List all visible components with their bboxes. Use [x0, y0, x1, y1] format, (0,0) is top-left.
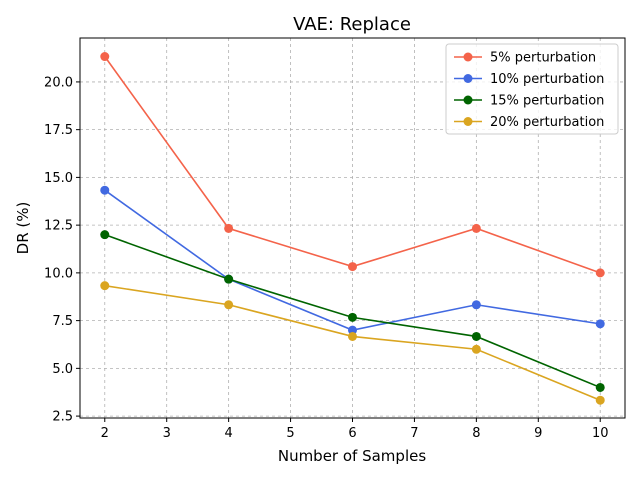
legend-label: 5% perturbation	[490, 51, 596, 66]
axis-ticks: 2 3 4 5 6 7 8 9 10 2.5 5.0 7.5 10.0 12.5 15.0 17.5 20.0	[44, 75, 608, 441]
y-tick-label: 2.5	[52, 410, 73, 425]
data-point	[595, 395, 605, 405]
data-point	[471, 223, 481, 233]
series-4	[100, 281, 605, 405]
y-tick-label: 15.0	[44, 171, 73, 186]
y-tick-label: 10.0	[44, 266, 73, 281]
data-point	[100, 230, 110, 240]
legend-label: 10% perturbation	[490, 72, 604, 87]
legend-marker	[463, 117, 473, 126]
legend: 5% perturbation 10% perturbation 15% pertu…	[445, 43, 619, 135]
data-point	[595, 319, 605, 329]
legend-box	[445, 43, 619, 135]
data-point	[100, 185, 110, 195]
x-tick-label: 4	[224, 426, 232, 441]
x-tick-label: 5	[286, 426, 294, 441]
data-point	[348, 331, 357, 341]
y-tick-label: 7.5	[52, 314, 73, 329]
data-point	[348, 312, 357, 322]
x-tick-label: 3	[163, 426, 171, 441]
x-tick-label: 10	[592, 426, 609, 441]
data-point	[471, 300, 481, 310]
legend-entry: 15% perturbation	[454, 94, 604, 109]
series-1	[100, 52, 605, 278]
data-point	[348, 325, 357, 335]
y-tick-label: 5.0	[52, 362, 73, 377]
legend-entry: 5% perturbation	[454, 51, 596, 66]
data-point	[471, 331, 481, 341]
x-tick-label: 8	[472, 426, 480, 441]
data-point	[595, 268, 605, 278]
grid	[80, 38, 625, 418]
series-2	[100, 185, 605, 335]
legend-marker	[463, 74, 473, 83]
x-tick-label: 6	[348, 426, 356, 441]
data-point	[224, 223, 234, 233]
series-layer	[100, 52, 605, 405]
x-axis-label: Number of Samples	[278, 447, 426, 465]
x-tick-label: 9	[534, 426, 542, 441]
legend-marker	[463, 95, 473, 105]
data-point	[100, 52, 110, 62]
legend-label: 20% perturbation	[490, 115, 604, 130]
legend-label: 15% perturbation	[490, 94, 604, 109]
legend-entry: 10% perturbation	[454, 72, 604, 87]
data-point	[224, 300, 234, 310]
y-tick-label: 12.5	[44, 219, 73, 234]
chart-title: VAE: Replace	[293, 14, 411, 35]
x-tick-label: 2	[101, 426, 109, 441]
y-axis-label: DR (%)	[14, 202, 32, 255]
data-point	[471, 344, 481, 354]
data-point	[224, 274, 234, 284]
x-tick-label: 7	[410, 426, 418, 441]
data-point	[100, 281, 110, 291]
y-tick-label: 20.0	[44, 75, 73, 90]
y-tick-label: 17.5	[44, 123, 73, 138]
data-point	[348, 262, 357, 272]
series-3	[100, 230, 605, 392]
legend-entry: 20% perturbation	[454, 115, 604, 130]
data-point	[595, 382, 605, 392]
legend-marker	[463, 52, 473, 62]
